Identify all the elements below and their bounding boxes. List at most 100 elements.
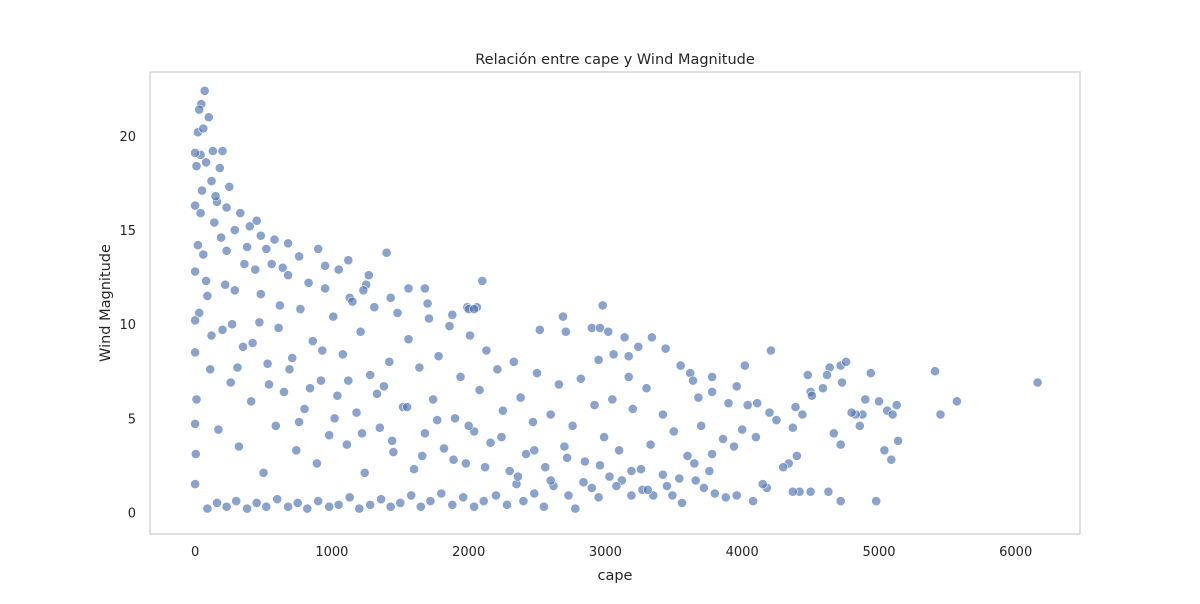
scatter-point — [668, 426, 679, 437]
scatter-point — [303, 277, 314, 288]
scatter-point — [384, 356, 395, 367]
scatter-point — [846, 407, 857, 418]
scatter-point — [835, 439, 846, 450]
scatter-point — [504, 466, 515, 476]
scatter-point — [879, 445, 890, 456]
scatter-point — [578, 477, 589, 488]
scatter-point — [952, 396, 962, 407]
scatter-point — [207, 146, 218, 156]
scatter-point — [626, 466, 637, 476]
scatter-point — [723, 398, 734, 409]
scatter-point — [540, 462, 551, 473]
scatter-point — [299, 403, 310, 414]
scatter-point — [633, 341, 644, 352]
scatter-point — [707, 449, 717, 459]
scatter-point — [329, 413, 340, 424]
scatter-point — [242, 503, 252, 514]
scatter-point — [227, 319, 237, 330]
scatter-point — [385, 501, 396, 512]
scatter-point — [704, 466, 715, 476]
scatter-point — [534, 324, 545, 335]
scatter-point — [376, 494, 386, 505]
scatter-point — [731, 381, 742, 392]
scatter-point — [192, 240, 203, 250]
scatter-point — [313, 243, 324, 254]
scatter-point — [575, 373, 586, 384]
scatter-point — [270, 420, 281, 431]
scatter-point — [554, 379, 564, 390]
scatter-point — [313, 496, 324, 506]
scatter-point — [324, 430, 335, 441]
scatter-point — [642, 484, 653, 495]
scatter-point — [316, 375, 326, 386]
scatter-point — [623, 371, 634, 382]
scatter-point — [206, 176, 217, 186]
scatter-point — [463, 420, 474, 431]
scatter-point — [333, 499, 344, 510]
scatter-point — [465, 330, 475, 341]
scatter-point — [425, 496, 436, 506]
scatter-point — [603, 326, 614, 337]
scatter-point — [595, 460, 605, 471]
scatter-point — [828, 428, 839, 439]
scatter-point — [344, 492, 355, 503]
scatter-point — [355, 326, 366, 337]
scatter-point — [707, 386, 717, 397]
scatter-point — [341, 439, 352, 450]
scatter-point — [647, 332, 657, 343]
scatter-point — [190, 147, 200, 158]
scatter-point — [508, 356, 519, 367]
scatter-point — [428, 394, 438, 405]
scatter-point — [261, 243, 272, 254]
scatter-point — [198, 249, 209, 260]
scatter-point — [608, 349, 619, 360]
scatter-point — [422, 298, 433, 309]
scatter-point — [709, 488, 720, 499]
y-tick-label: 10 — [119, 318, 136, 333]
scatter-point — [190, 266, 200, 277]
scatter-point — [481, 345, 492, 356]
scatter-point — [273, 322, 284, 333]
scatter-point — [419, 283, 430, 294]
scatter-point — [492, 364, 503, 375]
scatter-point — [387, 435, 397, 446]
x-tick-label: 6000 — [999, 545, 1032, 560]
scatter-point — [190, 479, 200, 489]
scatter-point — [402, 402, 412, 412]
scatter-point — [381, 247, 392, 258]
scatter-point — [365, 370, 376, 380]
scatter-point — [742, 400, 753, 410]
scatter-point — [251, 497, 262, 508]
scatter-point — [244, 221, 255, 232]
scatter-point — [580, 456, 590, 467]
scatter-point — [502, 499, 512, 510]
scatter-point — [835, 496, 846, 506]
scatter-point — [343, 375, 354, 386]
scatter-point — [221, 501, 232, 512]
scatter-point — [699, 482, 709, 493]
scatter-point — [424, 313, 434, 324]
scatter-point — [563, 490, 574, 501]
scatter-point — [893, 435, 903, 446]
scatter-point — [261, 501, 272, 512]
scatter-point — [740, 360, 750, 371]
scatter-point — [414, 362, 425, 373]
chart-title: Relación entre cape y Wind Magnitude — [475, 52, 755, 68]
plot-frame — [149, 71, 1081, 535]
scatter-point — [558, 311, 568, 322]
scatter-point — [216, 232, 226, 243]
scatter-point — [626, 490, 637, 501]
y-axis-ticks: 0 5 10 15 20 — [119, 130, 136, 521]
scatter-point — [560, 326, 571, 337]
scatter-point — [337, 349, 348, 360]
scatter-point — [221, 245, 232, 256]
y-tick-label: 20 — [119, 130, 136, 145]
scatter-point — [264, 379, 274, 390]
scatter-point — [369, 302, 380, 313]
scatter-point — [797, 409, 808, 420]
scatter-point — [778, 462, 789, 473]
y-axis-label: Wind Magnitude — [98, 244, 114, 362]
scatter-point — [190, 347, 200, 358]
scatter-point — [292, 497, 303, 508]
